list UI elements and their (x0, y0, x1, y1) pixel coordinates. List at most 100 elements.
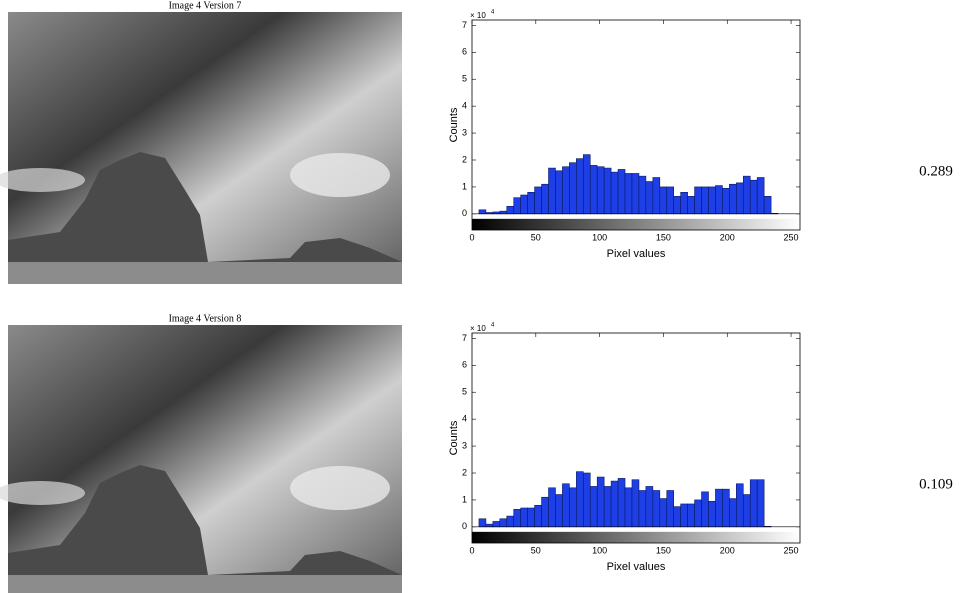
x-tick-label: 250 (784, 232, 799, 242)
bar (485, 523, 494, 528)
bar (610, 171, 619, 215)
bar (694, 186, 702, 215)
bar (652, 490, 661, 528)
image-title: Image 4 Version 8 (169, 313, 242, 324)
bar (548, 167, 556, 215)
bar (603, 167, 612, 215)
bar (603, 486, 612, 528)
cloud (0, 168, 85, 192)
y-tick-label: 5 (462, 387, 467, 397)
bar (548, 487, 556, 528)
y-tick-label: 2 (462, 467, 467, 477)
x-tick-label: 50 (531, 232, 541, 242)
y-tick-label: 0 (462, 521, 467, 531)
y-tick-label: 6 (462, 47, 467, 57)
bar (749, 179, 758, 215)
bar (631, 173, 640, 215)
bar (499, 518, 508, 528)
bar (638, 175, 647, 215)
bar (478, 209, 487, 215)
bar (680, 192, 688, 215)
bar (624, 173, 633, 215)
x-tick-label: 0 (469, 232, 474, 242)
x-tick-label: 200 (720, 232, 735, 242)
x-tick-label: 200 (720, 545, 735, 555)
bar (673, 506, 681, 528)
y-scale-exponent: 4 (491, 10, 495, 16)
bar (729, 498, 737, 528)
bar (645, 486, 654, 528)
y-tick-label: 1 (462, 494, 467, 504)
bar (610, 480, 619, 528)
y-scale-label: × 10 (470, 324, 486, 333)
bar (520, 507, 528, 528)
bar (756, 177, 765, 215)
bar (562, 166, 570, 215)
bar (673, 196, 681, 215)
bar (569, 162, 577, 215)
bar (666, 186, 675, 215)
x-tick-label: 100 (592, 232, 607, 242)
y-scale-label: × 10 (470, 11, 486, 20)
score: 0.289 (919, 163, 953, 179)
x-tick-label: 250 (784, 545, 799, 555)
bar (589, 486, 598, 528)
y-axis-label: Counts (448, 420, 460, 455)
bar (576, 158, 584, 215)
y-tick-label: 2 (462, 154, 467, 164)
bar (513, 197, 521, 215)
bar (513, 509, 521, 528)
bar (722, 488, 730, 528)
bar (596, 476, 605, 528)
bar (534, 505, 542, 528)
ground (8, 262, 402, 284)
bar (736, 182, 744, 215)
bar (666, 490, 675, 528)
y-scale-exponent: 4 (491, 323, 495, 329)
bar (652, 177, 661, 215)
image-title: Image 4 Version 7 (169, 0, 242, 11)
bar (527, 507, 535, 528)
bar (659, 498, 668, 528)
bar (534, 186, 542, 215)
bar (520, 194, 528, 215)
bar (722, 187, 730, 215)
score: 0.109 (919, 476, 953, 492)
y-tick-label: 5 (462, 74, 467, 84)
cloud (290, 153, 390, 197)
y-axis-label: Counts (448, 107, 460, 142)
y-tick-label: 7 (462, 20, 467, 30)
plot-frame (471, 332, 801, 544)
mountain (8, 152, 402, 284)
x-tick-label: 0 (469, 545, 474, 555)
bar (701, 186, 709, 215)
bar (694, 499, 702, 528)
gray-strip (472, 218, 800, 230)
bar (555, 170, 563, 215)
bar (729, 183, 737, 215)
bar (631, 479, 640, 528)
x-tick-label: 50 (531, 545, 541, 555)
bar (749, 479, 758, 528)
y-tick-label: 4 (462, 101, 467, 111)
bar (701, 491, 709, 528)
bar (715, 185, 723, 215)
x-tick-label: 150 (656, 545, 671, 555)
bar (506, 515, 515, 528)
bar (708, 186, 716, 215)
y-tick-label: 4 (462, 414, 467, 424)
bar (617, 478, 626, 528)
y-tick-label: 7 (462, 333, 467, 343)
photo (0, 12, 402, 284)
bar (541, 496, 549, 528)
bar (680, 503, 688, 528)
bar (687, 503, 695, 528)
bar (569, 487, 577, 528)
photo (0, 325, 402, 593)
bar (715, 488, 723, 528)
bar (638, 490, 647, 528)
bar (645, 181, 654, 215)
y-tick-label: 3 (462, 440, 467, 450)
